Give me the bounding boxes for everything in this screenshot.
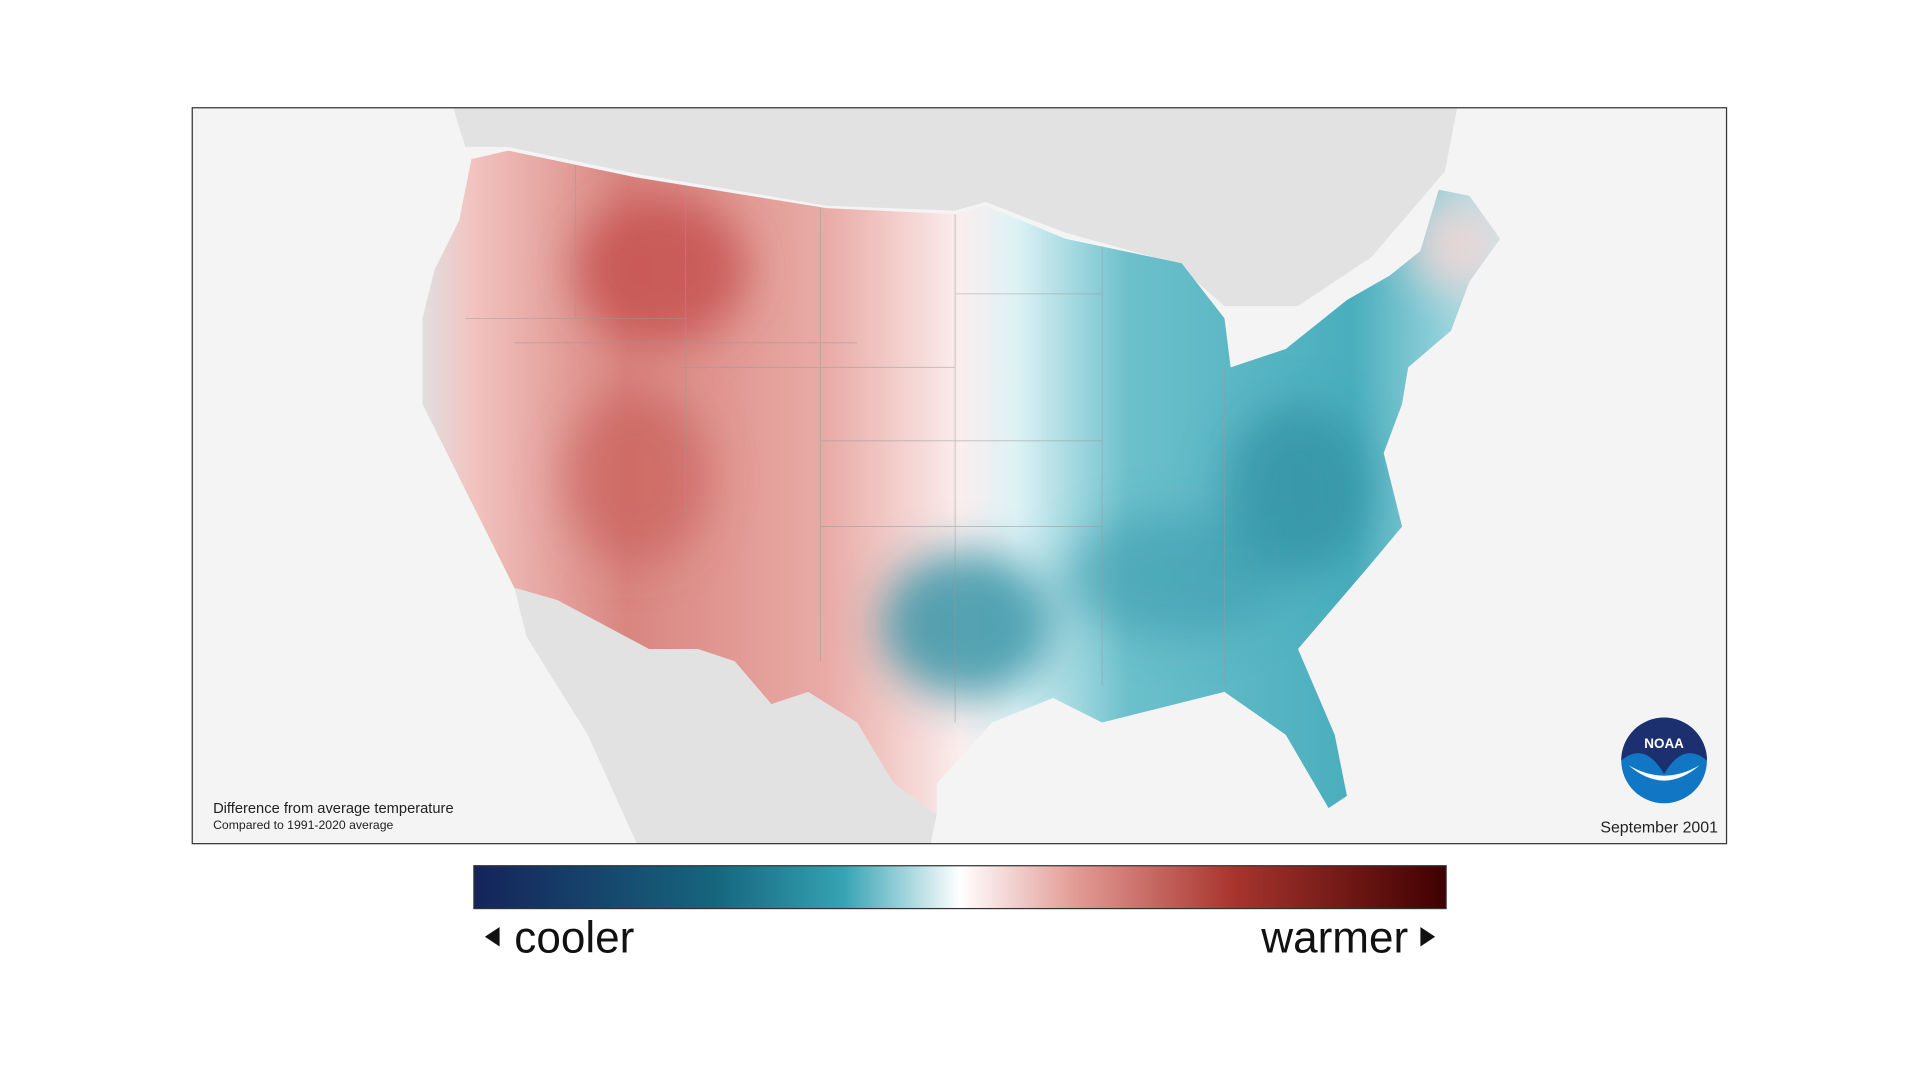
colorbar [473,865,1447,910]
cooler-label: cooler [514,914,634,963]
warmer-label: warmer [1260,914,1408,963]
warmer-arrow [1420,926,1436,947]
map-frame [191,107,1728,845]
mexico [514,587,937,844]
map: Difference from average temperature Comp… [191,107,1728,963]
cooler-arrow [484,926,500,947]
neighbors [453,107,1458,844]
date-label: September 2001 [1600,820,1718,837]
note-title: Difference from average temperature [213,801,454,817]
canada [453,107,1458,307]
noaa-logo: NOAA [1621,717,1707,804]
note-subtitle: Compared to 1991-2020 average [213,818,393,832]
logo-text: NOAA [1644,736,1684,751]
